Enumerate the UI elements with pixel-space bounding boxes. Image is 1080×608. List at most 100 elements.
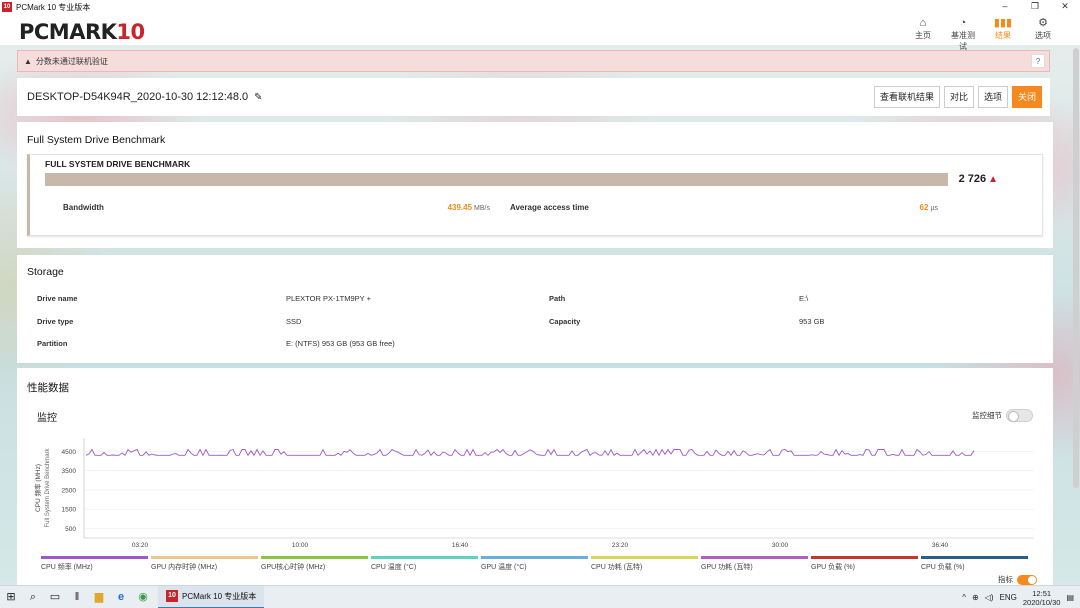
- language-indicator[interactable]: ENG: [999, 593, 1017, 602]
- compare-button[interactable]: 对比: [943, 86, 974, 108]
- partition-label: Partition: [37, 339, 68, 348]
- legend-label: GPU 功耗 (瓦特): [701, 564, 753, 571]
- path-label: Path: [549, 294, 566, 303]
- page-scrollbar[interactable]: [1073, 48, 1079, 488]
- notification-icon[interactable]: ▤: [1066, 593, 1074, 602]
- capacity-value: 953 GB: [799, 317, 825, 326]
- view-online-button[interactable]: 查看联机结果: [873, 86, 940, 108]
- nav-home-label: 主页: [915, 31, 931, 40]
- indicator-label: 指标: [998, 575, 1013, 584]
- legend-label: GPU 负载 (%): [811, 564, 855, 571]
- x-tick-label: 36:40: [932, 542, 949, 549]
- pencil-icon[interactable]: ✎: [254, 92, 263, 103]
- legend-swatch: [591, 556, 698, 559]
- access-time-label: Average access time: [510, 203, 589, 212]
- clock-time: 12:51: [1032, 588, 1052, 598]
- result-header: DESKTOP-D54K94R_2020-10-30 12:12:48.0 ✎ 查…: [17, 78, 1050, 116]
- legend-swatch: [371, 556, 478, 559]
- legend-item[interactable]: GPU 温度 (°C): [481, 556, 591, 572]
- legend-swatch: [41, 556, 148, 559]
- help-button[interactable]: ?: [1031, 54, 1045, 68]
- minimize-button[interactable]: –: [1002, 1, 1008, 11]
- nav-results[interactable]: ▮▮▮ 结果: [988, 16, 1018, 52]
- network-app-icon[interactable]: ◉: [138, 590, 148, 603]
- legend-item[interactable]: CPU 负载 (%): [921, 556, 1031, 572]
- benchmark-score-card: FULL SYSTEM DRIVE BENCHMARK 2 726 ▲ Bandw…: [27, 154, 1043, 236]
- edge-browser-icon[interactable]: e: [117, 590, 125, 603]
- gear-icon: ⚙: [1038, 17, 1048, 29]
- main-nav: ⌂ 主页 ◔ 基准测试 ▮▮▮ 结果 ⚙ 选项: [908, 16, 1058, 52]
- nav-benchmarks[interactable]: ◔ 基准测试: [948, 16, 978, 52]
- maximize-button[interactable]: ❐: [1030, 1, 1040, 11]
- y-axis-label: CPU 频率 (MHz): [34, 464, 42, 512]
- score-value: 2 726: [958, 173, 987, 185]
- nav-home[interactable]: ⌂ 主页: [908, 16, 938, 52]
- legend-swatch: [921, 556, 1028, 559]
- y-tick-label: 4500: [62, 449, 77, 456]
- legend-item[interactable]: CPU 频率 (MHz): [41, 556, 151, 572]
- nav-options[interactable]: ⚙ 选项: [1028, 16, 1058, 52]
- close-window-button[interactable]: ✕: [1061, 1, 1069, 11]
- network-icon[interactable]: ⊕: [972, 593, 979, 602]
- drive-type-value: SSD: [286, 317, 302, 326]
- taskbar-pcmark-app[interactable]: 10 PCMark 10 专业版本: [158, 585, 265, 608]
- legend-swatch: [261, 556, 368, 559]
- volume-icon[interactable]: ◁): [984, 593, 994, 602]
- legend-label: GPU 内存时钟 (MHz): [151, 564, 218, 571]
- indicator-control: 指标: [998, 574, 1037, 585]
- bandwidth-label: Bandwidth: [63, 203, 104, 212]
- result-name: DESKTOP-D54K94R_2020-10-30 12:12:48.0: [27, 91, 249, 103]
- path-value: E:\: [799, 294, 809, 303]
- app-header: PCMARK10 ⌂ 主页 ◔ 基准测试 ▮▮▮ 结果 ⚙ 选项: [0, 14, 1080, 51]
- tray-chevron-icon[interactable]: ^: [962, 593, 967, 602]
- indicator-toggle[interactable]: [1017, 574, 1037, 585]
- x-tick-label: 23:20: [612, 542, 629, 549]
- logo-text: PCMARK: [19, 20, 117, 44]
- validation-warning: ▲ 分数未通过联机验证 ?: [17, 50, 1050, 72]
- y-tick-label: 1500: [62, 507, 77, 514]
- legend-swatch: [811, 556, 918, 559]
- nav-results-label: 结果: [995, 31, 1011, 40]
- legend-item[interactable]: GPU 内存时钟 (MHz): [151, 556, 261, 572]
- pin-icon[interactable]: ‖: [74, 590, 80, 603]
- partition-value: E: (NTFS) 953 GB (953 GB free): [286, 339, 395, 348]
- taskbar-app-label: PCMark 10 专业版本: [182, 591, 257, 601]
- benchmark-section-title: Full System Drive Benchmark: [27, 134, 166, 146]
- nav-benchmarks-label: 基准测试: [951, 31, 975, 51]
- nav-options-label: 选项: [1035, 31, 1051, 40]
- pcmark-taskbar-icon: 10: [166, 590, 178, 602]
- drive-type-label: Drive type: [37, 317, 74, 326]
- benchmark-band-label: Full System Drive Benchmark: [45, 447, 51, 527]
- benchmark-panel: Full System Drive Benchmark FULL SYSTEM …: [17, 122, 1053, 248]
- bandwidth-value-wrap: 439.45 MB/s: [448, 203, 490, 212]
- monitor-detail-toggle[interactable]: [1006, 409, 1033, 422]
- legend-label: GPU核心时钟 (MHz): [261, 564, 326, 571]
- storage-section-title: Storage: [27, 266, 64, 278]
- app-icon: 10: [2, 2, 12, 12]
- search-icon[interactable]: ⌕: [29, 590, 37, 603]
- legend-label: CPU 频率 (MHz): [41, 564, 93, 571]
- legend-swatch: [481, 556, 588, 559]
- bandwidth-unit: MB/s: [474, 205, 490, 212]
- task-view-icon[interactable]: ▭: [49, 590, 61, 603]
- legend-item[interactable]: GPU 功耗 (瓦特): [701, 556, 811, 572]
- legend-label: GPU 温度 (°C): [481, 564, 527, 571]
- legend-item[interactable]: CPU 功耗 (瓦特): [591, 556, 701, 572]
- clock[interactable]: 12:51 2020/10/30: [1023, 589, 1061, 607]
- score-display: 2 726 ▲: [959, 173, 998, 185]
- monitor-title: 监控: [37, 413, 57, 424]
- legend-item[interactable]: GPU 负载 (%): [811, 556, 921, 572]
- performance-section-title: 性能数据: [27, 382, 69, 394]
- y-tick-label: 3500: [62, 468, 77, 475]
- legend-item[interactable]: GPU核心时钟 (MHz): [261, 556, 371, 572]
- x-tick-label: 16:40: [452, 542, 469, 549]
- windows-start-icon[interactable]: ⊞: [6, 590, 16, 603]
- bar-chart-icon: ▮▮▮: [993, 17, 1013, 29]
- legend-item[interactable]: CPU 温度 (°C): [371, 556, 481, 572]
- legend-swatch: [151, 556, 258, 559]
- warning-text: 分数未通过联机验证: [35, 56, 108, 66]
- file-explorer-icon[interactable]: ▆: [94, 590, 104, 603]
- options-button[interactable]: 选项: [977, 86, 1008, 108]
- close-result-button[interactable]: 关闭: [1011, 86, 1042, 108]
- warning-icon: ▲: [24, 56, 32, 66]
